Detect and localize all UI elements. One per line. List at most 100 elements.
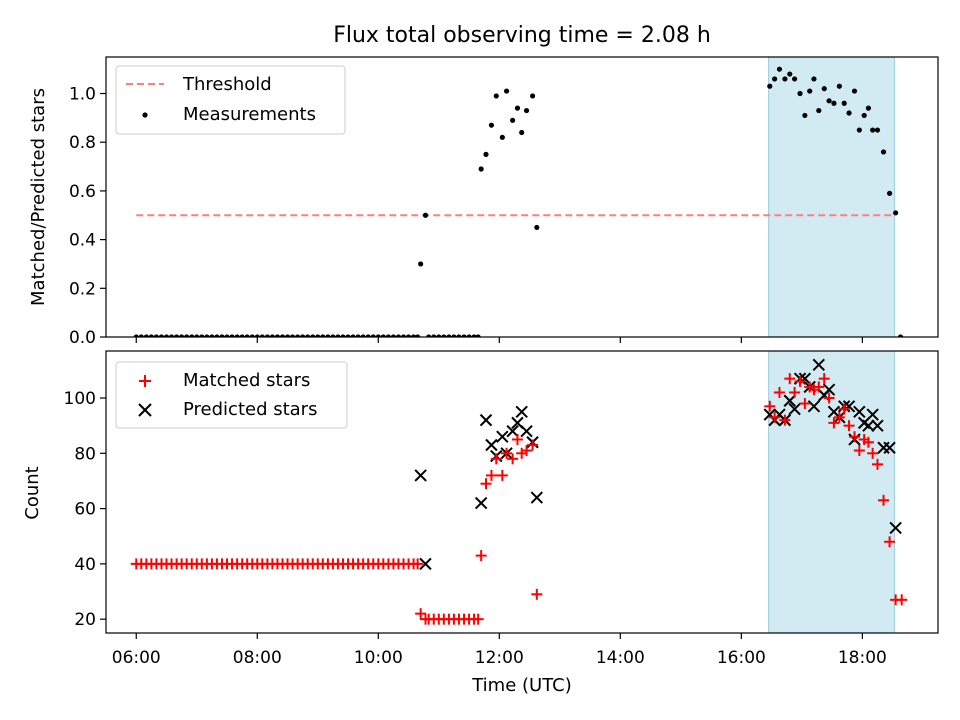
matched-star-point: [789, 386, 801, 398]
matched-star-point: [475, 550, 487, 562]
predicted-star-point: [479, 413, 493, 427]
measurement-point: [836, 83, 842, 89]
measurement-point: [400, 334, 407, 337]
star-count-points: [130, 358, 908, 625]
measurement-point: [791, 76, 798, 82]
top-shade-rect: [768, 56, 895, 338]
measurement-point: [214, 334, 220, 337]
measurement-point: [861, 112, 867, 119]
measurement-point: [249, 334, 255, 337]
measurement-point: [163, 334, 170, 337]
measurement-point: [856, 127, 862, 133]
measurement-point: [483, 151, 489, 157]
matched-star-point: [784, 373, 796, 385]
measurement-point: [350, 334, 356, 337]
measurement-point: [456, 334, 462, 337]
bottom-x-tick-label: 16:00: [717, 648, 766, 668]
measurement-point: [254, 334, 260, 337]
measurement-point: [229, 334, 235, 337]
measurement-point: [811, 76, 817, 82]
measurement-point: [365, 334, 371, 337]
top-legend: Threshold Measurements: [115, 65, 346, 135]
predicted-star-point: [788, 402, 801, 416]
top-y-tick-label: 0.2: [69, 279, 96, 299]
measurement-point: [534, 224, 540, 231]
measurement-point: [199, 334, 205, 337]
measurement-point: [418, 261, 424, 267]
matched-star-point: [764, 400, 776, 412]
top-x-ticks: [135, 337, 863, 343]
predicted-star-point: [862, 419, 875, 432]
measurement-point: [224, 334, 230, 337]
measurement-point: [385, 334, 391, 337]
measurement-point: [345, 334, 351, 337]
measurement-point: [279, 334, 286, 337]
predicted-star-point: [822, 383, 836, 396]
measurement-point: [865, 105, 872, 111]
matched-star-point: [521, 445, 533, 457]
measurement-point: [340, 334, 346, 337]
bottom-y-axis-label: Count: [22, 466, 43, 519]
measurement-point: [259, 334, 265, 337]
measurement-point: [870, 127, 876, 133]
matched-star-point: [415, 608, 427, 620]
matched-star-point: [527, 439, 539, 451]
matched-star-point: [862, 436, 874, 448]
predicted-star-point: [530, 491, 544, 504]
measurement-point: [143, 334, 149, 337]
measurements-legend-marker: [142, 112, 148, 118]
x-axis-label: Time (UTC): [471, 675, 572, 696]
measurement-point: [380, 334, 386, 337]
matched-star-point: [794, 375, 806, 387]
measurement-point: [395, 334, 402, 337]
measurement-point: [289, 334, 296, 337]
measurement-point: [174, 334, 180, 337]
measurement-point: [133, 334, 139, 337]
measurement-point: [767, 83, 773, 89]
measurement-point: [219, 334, 225, 337]
predicted-legend-marker: [138, 403, 152, 417]
top-axes-frame: [105, 56, 939, 338]
matched-star-point: [480, 478, 492, 490]
measurement-point: [355, 334, 361, 337]
matched-star-point: [799, 398, 811, 410]
measurement-point: [370, 334, 376, 337]
predicted-star-point: [414, 469, 427, 482]
measurement-point: [897, 334, 904, 337]
predicted-legend-label: Predicted stars: [183, 399, 317, 420]
matched-star-point: [843, 420, 855, 432]
measurement-point: [204, 334, 210, 337]
measurement-point: [330, 334, 336, 337]
measurement-point: [269, 334, 275, 337]
bottom-legend: Matched stars Predicted stars: [115, 361, 348, 429]
matched-star-point: [485, 469, 497, 481]
top-y-tick-label: 1.0: [69, 85, 96, 105]
measurement-point: [475, 334, 481, 337]
measurement-point: [446, 334, 452, 337]
bottom-x-tick-label: 12:00: [475, 648, 524, 668]
measurement-point: [360, 334, 366, 337]
predicted-star-point: [474, 496, 488, 510]
predicted-star-point: [866, 408, 879, 421]
matched-star-point: [813, 381, 825, 393]
measurement-point: [514, 105, 521, 111]
measurement-point: [782, 76, 788, 82]
measurement-point: [264, 334, 270, 337]
measurement-point: [821, 86, 827, 92]
measurement-point: [305, 334, 311, 337]
measurements-legend-label: Measurements: [183, 104, 316, 125]
matched-star-point: [419, 613, 431, 625]
predicted-star-point: [812, 358, 826, 372]
matched-star-point: [779, 414, 791, 426]
measurement-point: [441, 334, 447, 337]
bottom-panel: 20 40 60 80 100 06:00 08:00 10:00 12:00 14:00 16:…: [22, 350, 939, 696]
measurement-point: [886, 190, 893, 196]
measurement-point: [184, 334, 190, 337]
matched-star-point: [823, 392, 835, 404]
predicted-star-point: [883, 441, 896, 454]
predicted-star-point: [783, 394, 796, 407]
predicted-star-point: [871, 419, 884, 432]
matched-star-point: [511, 433, 523, 445]
measurement-point: [300, 334, 306, 337]
